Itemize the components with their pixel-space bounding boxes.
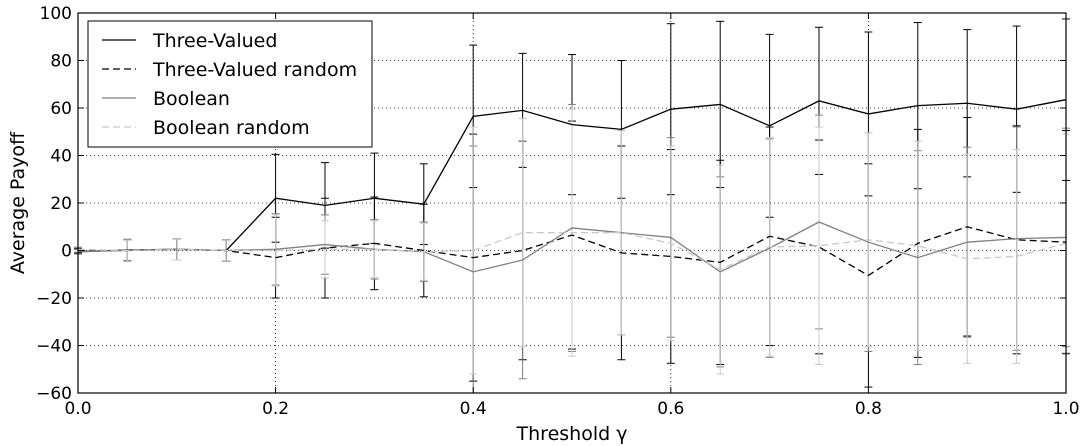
x-tick-label: 0.4 [460,399,487,419]
series-line-3 [77,232,1067,271]
legend-label-3: Boolean random [153,117,310,139]
y-tick-label: −20 [36,289,72,309]
legend-box [87,20,373,148]
y-tick-label: 20 [50,194,72,214]
x-tick-label: 0.0 [64,399,91,419]
series-line-0 [77,99,1067,253]
x-tick-label: 1.0 [1052,399,1079,419]
series-line-2 [77,221,1067,273]
y-tick-label: 80 [50,52,72,72]
y-tick-label: 60 [50,99,72,119]
legend-label-0: Three-Valued [152,30,277,52]
x-tick-label: 0.2 [262,399,289,419]
series-line-1 [78,226,1067,277]
legend: Three-Valued Three-Valued random Boolean Bo… [87,20,373,148]
x-tick-label: 0.8 [855,399,882,419]
x-axis-label: Threshold γ [516,423,628,445]
series-lines [77,99,1067,277]
y-tick-label: 0 [61,242,72,262]
y-tick-label: −40 [36,337,72,357]
y-axis-label: Average Payoff [7,131,29,274]
legend-label-1: Three-Valued random [152,59,357,81]
axis-ticks: 0.0 0.2 0.4 0.6 0.8 1.0 −60 −40 −20 0 20 40 60 80 100 [36,4,1079,419]
y-tick-label: 100 [40,4,72,24]
y-tick-label: −60 [36,384,72,404]
legend-label-2: Boolean [153,88,230,110]
y-tick-label: 40 [50,147,72,167]
x-tick-label: 0.6 [657,399,684,419]
